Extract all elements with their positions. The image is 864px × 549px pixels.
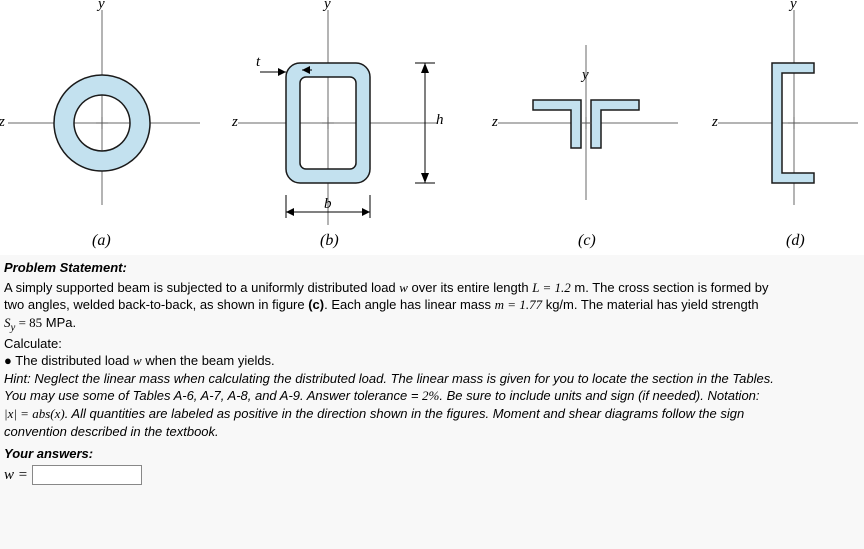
var-L: L = 1.2 <box>532 280 571 295</box>
hint-line1: Hint: Neglect the linear mass when calcu… <box>4 370 856 388</box>
fig-ref: (c) <box>308 297 324 312</box>
hint-line2: You may use some of Tables A-6, A-7, A-8… <box>4 387 856 405</box>
calculate-label: Calculate: <box>4 335 856 353</box>
var-w: w <box>399 280 408 295</box>
problem-line1: A simply supported beam is subjected to … <box>4 279 856 297</box>
fig-d-y: y <box>790 0 797 13</box>
answer-label-w: w = <box>4 467 28 484</box>
fig-c-z: z <box>492 114 498 131</box>
fig-b-y: y <box>324 0 331 13</box>
fig-b-z: z <box>232 114 238 131</box>
hint-line3: |x| = abs(x). All quantities are labeled… <box>4 405 856 423</box>
answers-section: Your answers: w = <box>0 440 864 485</box>
fig-b-h: h <box>436 112 444 129</box>
problem-statement: Problem Statement: A simply supported be… <box>0 255 864 440</box>
fig-c-y: y <box>582 67 589 84</box>
fig-a-label: (a) <box>92 232 111 250</box>
fig-d-z: z <box>712 114 718 131</box>
hint-line4: convention described in the textbook. <box>4 423 856 441</box>
fig-d-label: (d) <box>786 232 805 250</box>
problem-heading: Problem Statement: <box>4 259 856 277</box>
figures-panel: y z (a) y z t h b (b) <box>0 0 864 255</box>
fig-b-t: t <box>256 54 260 71</box>
fig-c-label: (c) <box>578 232 596 250</box>
fig-b-b: b <box>324 196 332 213</box>
problem-line3: Sy = 85 MPa. <box>4 314 856 335</box>
answer-input-w[interactable] <box>32 465 142 485</box>
figure-d-svg <box>710 0 864 250</box>
answers-heading: Your answers: <box>4 446 860 461</box>
figure-b-svg <box>230 0 470 250</box>
figure-a-svg <box>0 0 210 250</box>
fig-a-z: z <box>0 114 5 131</box>
figure-c-svg <box>490 0 690 250</box>
fig-a-y: y <box>98 0 105 13</box>
bullet-item: ● The distributed load w when the beam y… <box>4 352 856 370</box>
answer-row-w: w = <box>4 465 860 485</box>
var-m: m = 1.77 <box>495 297 542 312</box>
fig-b-label: (b) <box>320 232 339 250</box>
problem-line2: two angles, welded back-to-back, as show… <box>4 296 856 314</box>
